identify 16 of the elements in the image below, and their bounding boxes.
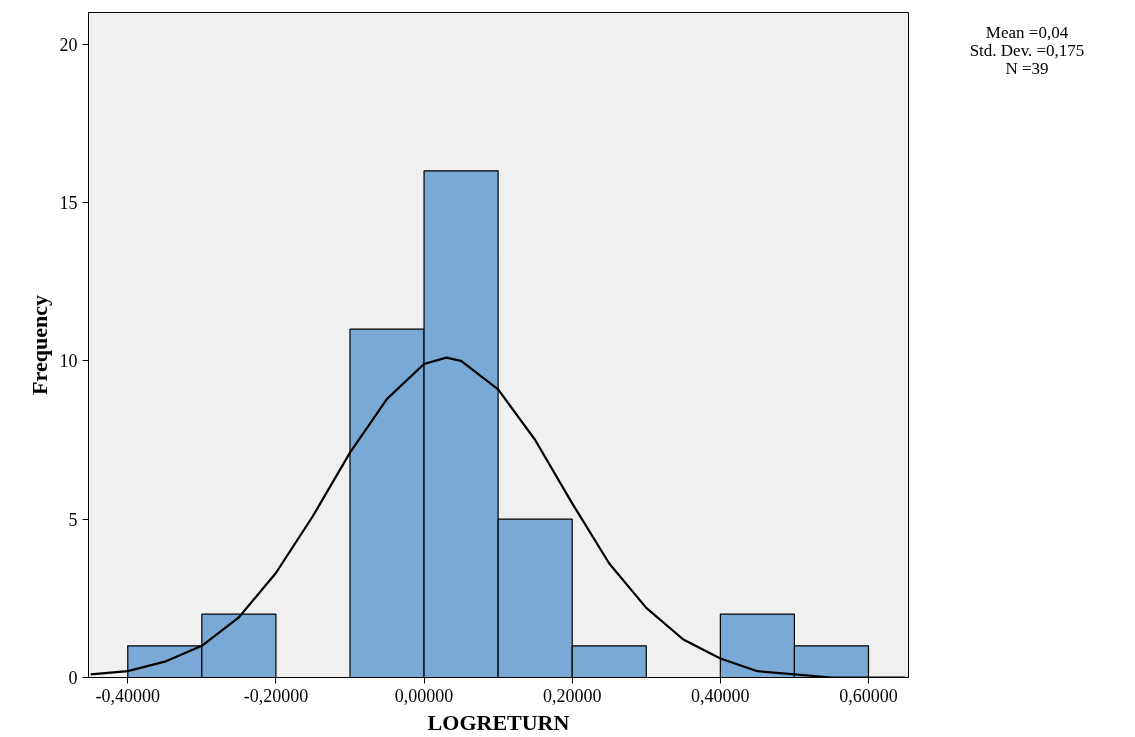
text: N =39 xyxy=(1005,59,1049,78)
text: Mean =0,04 xyxy=(985,23,1069,42)
x-tick-label: 0,60000 xyxy=(839,685,898,706)
y-axis-title: Frequency xyxy=(26,295,52,395)
y-tick-label: 10 xyxy=(59,351,78,372)
y-tick-label: 0 xyxy=(68,668,78,688)
x-tick-label: 0,00000 xyxy=(394,685,454,706)
x-tick-label: 0,20000 xyxy=(542,685,602,706)
x-tick-label: -0,20000 xyxy=(243,685,309,706)
x-axis-title: LOGRETURN xyxy=(427,709,570,735)
x-tick-label: -0,40000 xyxy=(95,685,161,706)
y-tick-label: 5 xyxy=(68,509,78,530)
text: Std. Dev. =0,175 xyxy=(969,41,1085,60)
x-tick-label: 0,40000 xyxy=(691,685,750,706)
y-tick-label: 15 xyxy=(59,193,78,213)
y-tick-label: 20 xyxy=(59,34,78,55)
